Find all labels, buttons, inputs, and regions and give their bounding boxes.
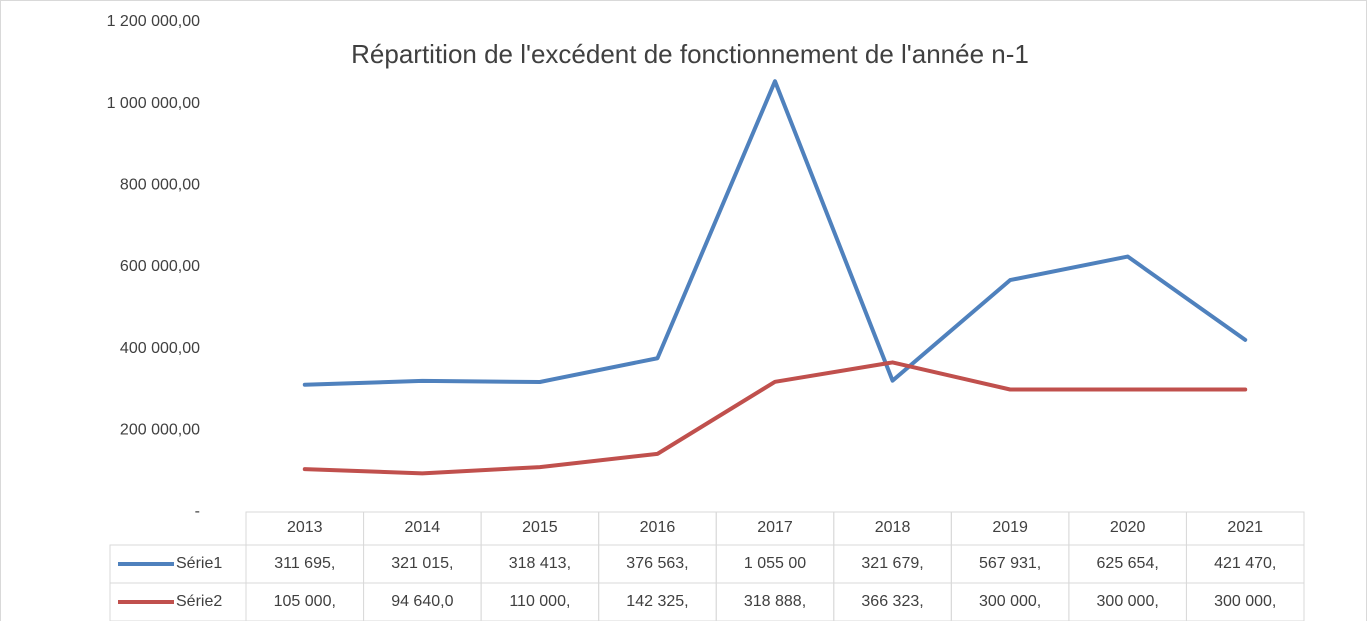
x-tick-label: 2017	[757, 519, 793, 536]
data-label: 421 470,	[1214, 555, 1276, 572]
data-label: 300 000,	[979, 593, 1041, 610]
data-label: 321 015,	[391, 555, 453, 572]
data-label: 366 323,	[861, 593, 923, 610]
data-label: 300 000,	[1214, 593, 1276, 610]
x-tick-label: 2016	[640, 519, 676, 536]
data-label: 321 679,	[861, 555, 923, 572]
y-tick-label: 1 000 000,00	[107, 95, 201, 112]
series-line	[302, 79, 1248, 387]
x-tick-label: 2013	[287, 519, 323, 536]
legend-label: Série1	[176, 555, 222, 572]
data-label: 311 695,	[274, 555, 335, 572]
data-label: 300 000,	[1097, 593, 1159, 610]
x-tick-label: 2018	[875, 519, 911, 536]
y-tick-label: 400 000,00	[120, 340, 200, 357]
data-label: 625 654,	[1097, 555, 1159, 572]
data-label: 94 640,0	[391, 593, 453, 610]
legend-label: Série2	[176, 593, 222, 610]
table-cell	[1185, 582, 1305, 621]
data-label: 142 325,	[626, 593, 688, 610]
x-tick-label: 2021	[1227, 519, 1263, 536]
series-line	[302, 360, 1248, 476]
data-label: 318 413,	[509, 555, 571, 572]
data-label: 105 000,	[274, 593, 336, 610]
x-tick-label: 2019	[992, 519, 1028, 536]
data-label: 110 000,	[509, 593, 570, 610]
x-tick-label: 2015	[522, 519, 558, 536]
y-tick-label: -	[195, 503, 200, 520]
data-label: 318 888,	[744, 593, 806, 610]
y-tick-label: 200 000,00	[120, 422, 200, 439]
data-label: 376 563,	[626, 555, 688, 572]
y-tick-label: 1 200 000,00	[107, 13, 201, 30]
table-cell	[109, 582, 247, 621]
x-tick-label: 2014	[405, 519, 441, 536]
y-tick-label: 600 000,00	[120, 258, 200, 275]
y-tick-label: 800 000,00	[120, 177, 200, 194]
chart-title: Répartition de l'excédent de fonctionnem…	[351, 39, 1029, 69]
data-label: 567 931,	[979, 555, 1041, 572]
x-tick-label: 2020	[1110, 519, 1146, 536]
data-label: 1 055 00	[744, 555, 806, 572]
